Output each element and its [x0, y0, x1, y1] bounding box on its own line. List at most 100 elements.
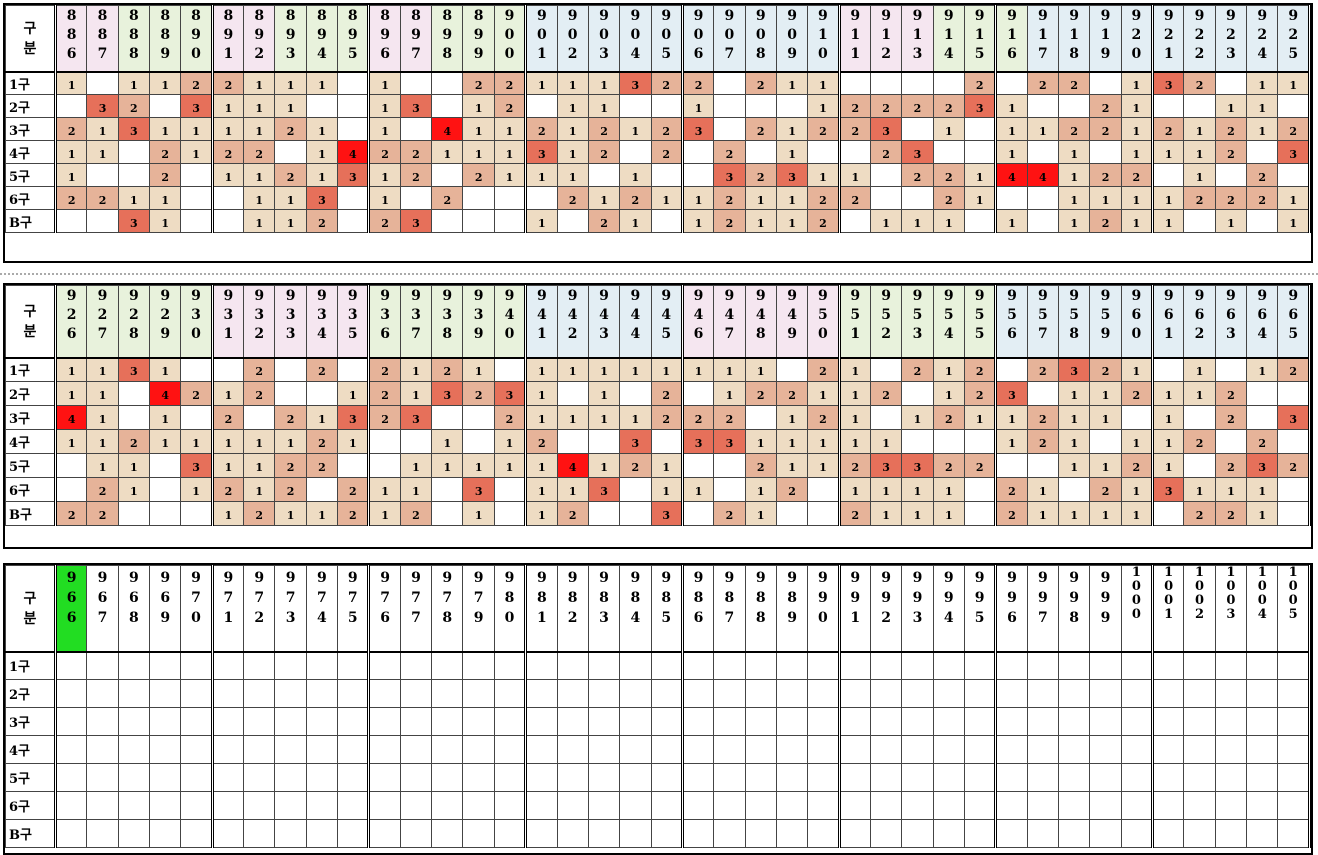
- count-value: 1: [130, 78, 138, 92]
- count-cell: [462, 707, 495, 736]
- count-value: 2: [1227, 124, 1235, 138]
- count-value: 3: [631, 78, 640, 92]
- count-value: 1: [1132, 193, 1141, 207]
- count-cell: [1277, 381, 1311, 406]
- count-cell: [650, 679, 684, 708]
- row-label: 3구: [5, 405, 57, 430]
- count-cell: 1: [744, 429, 777, 454]
- count-cell: [149, 791, 182, 820]
- count-cell: [149, 763, 182, 792]
- count-cell: [1120, 791, 1155, 820]
- count-value: 1: [1132, 365, 1141, 379]
- column-digit: 9: [1100, 326, 1111, 342]
- column-digit: 2: [1226, 27, 1236, 43]
- column-digit: 3: [599, 610, 609, 626]
- count-cell: 2: [274, 405, 307, 430]
- count-cell: [556, 209, 589, 233]
- count-value: 2: [600, 147, 608, 161]
- count-value: 1: [505, 147, 514, 161]
- count-value: 2: [381, 365, 389, 379]
- count-cell: 1: [556, 357, 589, 382]
- column-digit: 8: [128, 46, 139, 62]
- count-cell: 3: [1246, 453, 1279, 478]
- column-digit: 9: [599, 8, 609, 24]
- count-cell: 1: [775, 71, 809, 95]
- column-digit: 5: [1069, 307, 1080, 323]
- column-digit: 8: [473, 8, 484, 24]
- count-cell: 1: [650, 357, 684, 382]
- table-row: 3구: [5, 707, 1311, 736]
- count-cell: [149, 735, 182, 764]
- count-cell: [963, 679, 998, 708]
- count-cell: 1: [775, 117, 809, 141]
- count-cell: 1: [995, 140, 1028, 164]
- count-cell: [149, 651, 182, 680]
- column-digit: 2: [1131, 27, 1142, 43]
- count-value: 2: [161, 147, 170, 161]
- count-cell: [1214, 71, 1248, 95]
- count-cell: [995, 186, 1028, 210]
- count-cell: 2: [1183, 186, 1216, 210]
- count-cell: [1277, 94, 1311, 118]
- count-value: 1: [725, 365, 734, 379]
- count-value: 3: [412, 216, 420, 230]
- count-cell: 2: [493, 405, 528, 430]
- count-cell: 2: [1214, 186, 1248, 210]
- column-digit: 9: [473, 610, 484, 626]
- column-digit: 9: [599, 570, 609, 586]
- count-cell: [838, 71, 871, 95]
- count-value: 2: [1227, 193, 1235, 207]
- count-cell: 1: [149, 186, 182, 210]
- count-cell: 2: [932, 163, 965, 187]
- count-cell: 2: [1057, 117, 1091, 141]
- count-cell: [431, 707, 464, 736]
- count-cell: 2: [399, 501, 433, 526]
- table-row: 2구 3 2 3 1 1 1 1 3 1 2 1 1 1 1 2 2 2 2 3 1 2 1 1 1: [5, 94, 1311, 118]
- count-value: 1: [1039, 124, 1047, 138]
- count-cell: [243, 405, 276, 430]
- row-label: 6구: [5, 186, 57, 210]
- column-digit: 2: [254, 46, 265, 62]
- count-value: 1: [1258, 124, 1267, 138]
- column-digit: 0: [1164, 579, 1174, 594]
- count-cell: 1: [1057, 163, 1091, 187]
- count-cell: 1: [1152, 140, 1185, 164]
- count-value: 1: [255, 485, 264, 498]
- column-digit: 9: [317, 288, 327, 304]
- count-cell: [963, 477, 998, 502]
- count-value: 4: [161, 389, 170, 402]
- count-value: 1: [286, 193, 295, 207]
- count-cell: 1: [368, 94, 401, 118]
- count-value: 1: [1132, 124, 1141, 138]
- count-cell: 1: [869, 209, 903, 233]
- count-value: 3: [788, 170, 796, 184]
- count-value: 1: [474, 365, 483, 379]
- count-cell: [525, 735, 558, 764]
- count-cell: [869, 405, 903, 430]
- count-cell: 2: [775, 477, 809, 502]
- count-cell: 1: [995, 429, 1028, 454]
- count-cell: [1152, 763, 1185, 792]
- count-value: 2: [474, 170, 483, 184]
- count-cell: [493, 357, 528, 382]
- column-digit: 1: [850, 326, 861, 342]
- count-cell: 2: [462, 71, 495, 95]
- count-cell: 1: [1183, 140, 1216, 164]
- count-value: 2: [1289, 365, 1298, 379]
- count-cell: [337, 453, 371, 478]
- count-value: 1: [474, 509, 483, 522]
